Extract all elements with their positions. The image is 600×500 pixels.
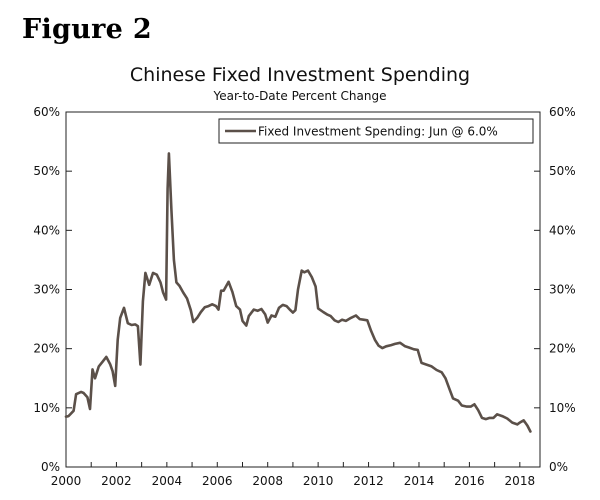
x-tick-label: 2010 (303, 474, 334, 488)
x-tick-label: 2016 (454, 474, 485, 488)
y-tick-label-left: 0% (41, 460, 60, 474)
x-tick-label: 2002 (101, 474, 132, 488)
legend-box (218, 118, 534, 144)
tick-marks (65, 111, 540, 468)
y-tick-label-left: 20% (33, 342, 60, 356)
chart-subtitle: Year-to-Date Percent Change (213, 89, 387, 103)
tick-labels: 0% 0% 10% 10% 20% 20% 30% 30% 40% 40% 50% 50% 60% 60%… (33, 105, 575, 488)
y-tick-label-left: 30% (33, 283, 60, 297)
series-line-fixed-investment (64, 152, 532, 433)
y-tick-label-left: 10% (33, 401, 60, 415)
y-tick-label-right: 30% (549, 283, 576, 297)
x-tick-label: 2018 (505, 474, 536, 488)
plot-area-frame (65, 111, 541, 468)
x-tick-label: 2004 (152, 474, 183, 488)
x-tick-label: 2000 (51, 474, 82, 488)
x-tick-label: 2014 (404, 474, 435, 488)
legend-label: Fixed Investment Spending: Jun @ 6.0% (258, 125, 498, 139)
chart-title: Chinese Fixed Investment Spending (129, 64, 471, 86)
figure-label: Figure 2 (22, 14, 152, 45)
x-tick-label: 2012 (353, 474, 384, 488)
y-tick-label-right: 20% (549, 342, 576, 356)
y-tick-label-right: 50% (549, 164, 576, 178)
y-tick-label-right: 0% (549, 460, 568, 474)
y-tick-label-right: 10% (549, 401, 576, 415)
y-tick-label-left: 40% (33, 223, 60, 237)
x-tick-label: 2006 (202, 474, 233, 488)
y-tick-label-right: 40% (549, 223, 576, 237)
legend: Fixed Investment Spending: Jun @ 6.0% (218, 118, 534, 144)
y-tick-label-left: 50% (33, 164, 60, 178)
y-tick-label-right: 60% (549, 105, 576, 119)
x-tick-label: 2008 (252, 474, 283, 488)
y-tick-label-left: 60% (33, 105, 60, 119)
